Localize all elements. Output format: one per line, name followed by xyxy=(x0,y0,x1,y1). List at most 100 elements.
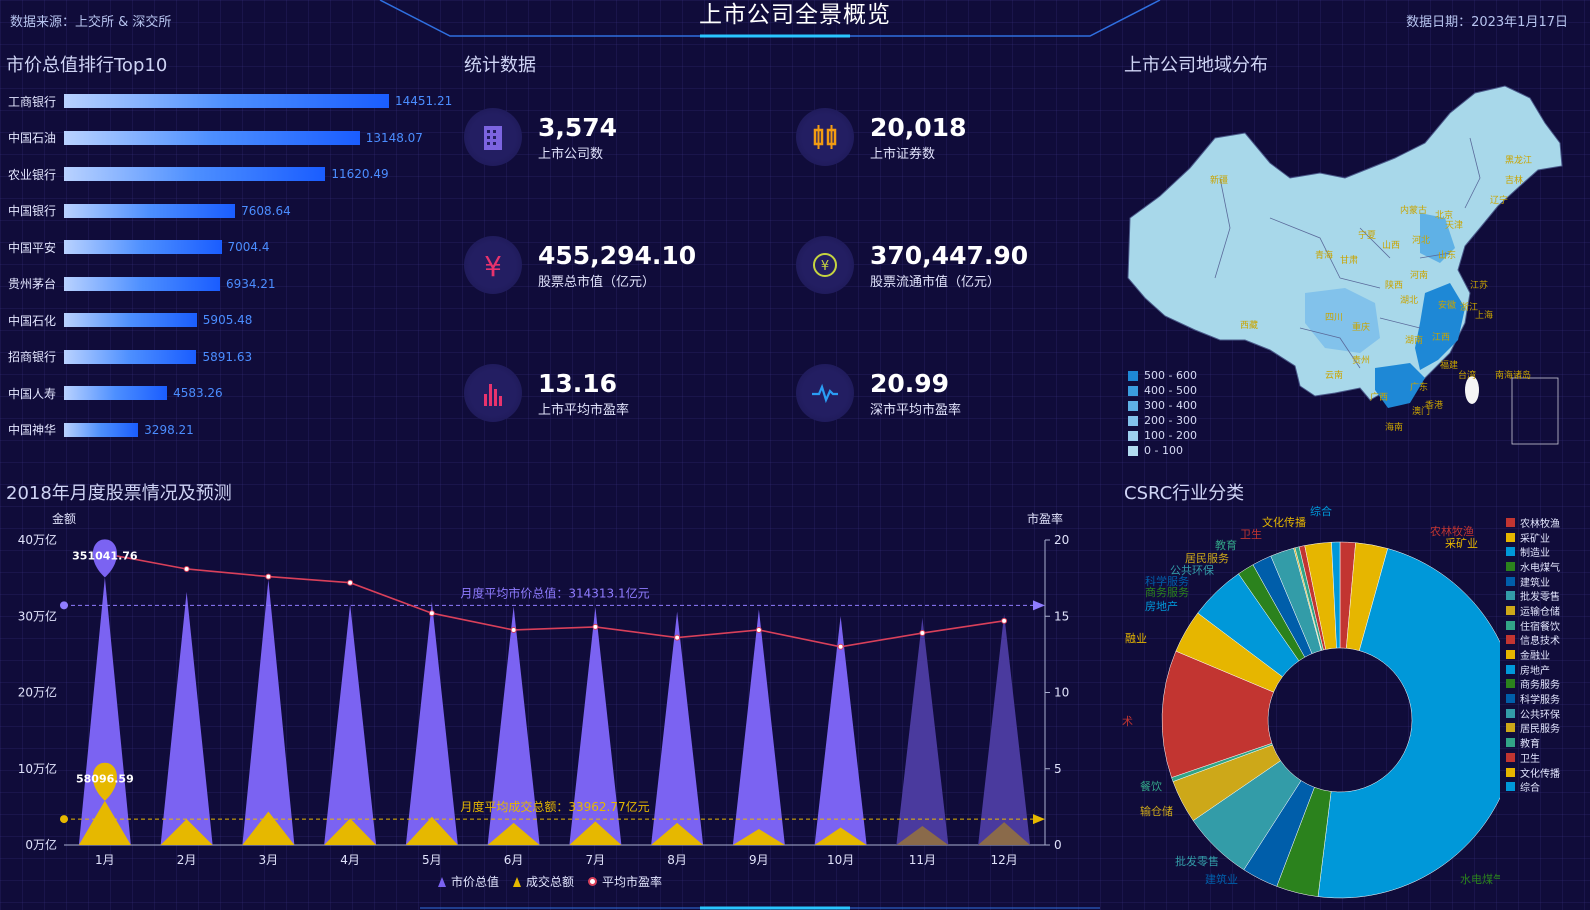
building-icon xyxy=(464,108,522,166)
pie-outer-label: 卫生 xyxy=(1240,527,1262,541)
ranking-row[interactable]: 招商银行 5891.63 xyxy=(8,347,252,367)
x-tick-label: 11月 xyxy=(909,853,936,867)
industry-legend-item[interactable]: 综合 xyxy=(1506,779,1560,794)
map-label: 吉林 xyxy=(1505,174,1523,186)
ranking-row[interactable]: 中国石化 5905.48 xyxy=(8,310,252,330)
y-tick-left: 30万亿 xyxy=(18,608,57,623)
map-label: 贵州 xyxy=(1352,354,1370,366)
industry-legend-item[interactable]: 建筑业 xyxy=(1506,574,1560,589)
legend-item-pe[interactable]: 平均市盈率 xyxy=(588,873,662,890)
avg-volume-start xyxy=(60,815,68,824)
pie-outer-label: 科学服务 xyxy=(1145,574,1189,588)
stats-title: 统计数据 xyxy=(464,55,536,76)
monthly-chart[interactable]: 金额 市盈率 0万亿 10万亿 20万亿 30万亿 40万亿 0 5 10 15 20 1月 2月 3月 4月… xyxy=(0,505,1100,875)
map-legend-item[interactable]: 300 - 400 xyxy=(1128,398,1197,413)
legend-label: 住宿餐饮 xyxy=(1520,621,1560,633)
industry-legend-item[interactable]: 采矿业 xyxy=(1506,530,1560,545)
ranking-bar[interactable] xyxy=(64,313,197,327)
map-label: 上海 xyxy=(1475,309,1493,321)
pie-outer-label: 公共环保 xyxy=(1170,563,1214,577)
ranking-row[interactable]: 中国平安 7004.4 xyxy=(8,237,270,257)
industry-legend-item[interactable]: 房地产 xyxy=(1506,662,1560,677)
ranking-row[interactable]: 农业银行 11620.49 xyxy=(8,164,389,184)
industry-legend-item[interactable]: 农林牧渔 xyxy=(1506,515,1560,530)
map-legend-item[interactable]: 500 - 600 xyxy=(1128,368,1197,383)
pie-slice[interactable] xyxy=(1317,548,1500,899)
map-label: 四川 xyxy=(1325,313,1343,323)
industry-title: CSRC行业分类 xyxy=(1124,483,1245,504)
legend-item-value[interactable]: 市价总值 xyxy=(438,873,499,890)
industry-legend-item[interactable]: 居民服务 xyxy=(1506,721,1560,735)
industry-legend-item[interactable]: 卫生 xyxy=(1506,750,1560,765)
map-legend-item[interactable]: 400 - 500 xyxy=(1128,383,1197,398)
map-label: 云南 xyxy=(1325,369,1343,381)
industry-legend-item[interactable]: 制造业 xyxy=(1506,544,1560,559)
volume-bar xyxy=(651,822,704,845)
avg-volume-label: 月度平均成交总额：33962.77亿元 xyxy=(460,799,649,814)
value-bar xyxy=(978,613,1031,845)
map-label: 台湾 xyxy=(1458,369,1476,381)
pie-slice[interactable] xyxy=(1331,541,1341,649)
pie-slice[interactable] xyxy=(1161,650,1274,778)
ranking-row[interactable]: 中国石油 13148.07 xyxy=(8,128,423,148)
pe-point xyxy=(674,634,681,641)
industry-legend-item[interactable]: 金融业 xyxy=(1506,647,1560,662)
legend-swatch xyxy=(1128,400,1138,411)
ranking-name: 农业银行 xyxy=(8,167,57,182)
industry-legend-item[interactable]: 公共环保 xyxy=(1506,706,1560,721)
industry-legend-item[interactable]: 运输仓储 xyxy=(1506,603,1560,618)
map-legend-item[interactable]: 0 - 100 xyxy=(1128,443,1197,458)
ranking-name: 中国人寿 xyxy=(8,386,57,401)
ranking-row[interactable]: 贵州茅台 6934.21 xyxy=(8,274,276,294)
x-tick-label: 5月 xyxy=(422,853,442,867)
industry-legend-item[interactable]: 批发零售 xyxy=(1506,588,1560,603)
map-legend-item[interactable]: 100 - 200 xyxy=(1128,428,1197,443)
ranking-bar[interactable] xyxy=(64,94,389,108)
industry-legend-item[interactable]: 商务服务 xyxy=(1506,677,1560,691)
industry-legend-item[interactable]: 住宿餐饮 xyxy=(1506,618,1560,633)
ranking-bar[interactable] xyxy=(64,167,326,181)
legend-item-volume[interactable]: 成交总额 xyxy=(513,873,574,890)
legend-swatch xyxy=(1506,738,1515,748)
y-tick-left: 20万亿 xyxy=(18,685,57,700)
industry-legend-item[interactable]: 信息技术 xyxy=(1506,633,1560,647)
ranking-bar[interactable] xyxy=(64,130,360,145)
ranking-bar[interactable] xyxy=(64,276,220,291)
legend-swatch xyxy=(1128,370,1138,381)
ranking-bar[interactable] xyxy=(64,422,139,437)
industry-legend-item[interactable]: 教育 xyxy=(1506,735,1560,750)
map-label: 澳门 xyxy=(1412,405,1430,417)
svg-text:¥: ¥ xyxy=(821,259,829,274)
max-value-label: 351041.76 xyxy=(72,549,138,562)
map-label: 安徽 xyxy=(1438,299,1456,311)
ranking-row[interactable]: 中国神华 3298.21 xyxy=(8,420,194,440)
x-tick-label: 2月 xyxy=(177,853,197,867)
ranking-bar[interactable] xyxy=(64,386,168,400)
legend-swatch xyxy=(1506,591,1515,601)
y-tick-left: 40万亿 xyxy=(18,532,57,547)
ranking-name: 中国神华 xyxy=(8,423,57,437)
ranking-bar[interactable] xyxy=(64,349,197,364)
volume-bar xyxy=(405,816,458,845)
map-legend-item[interactable]: 200 - 300 xyxy=(1128,413,1197,428)
industry-legend-item[interactable]: 水电煤气 xyxy=(1506,559,1560,574)
ranking-row[interactable]: 工商银行 14451.21 xyxy=(8,91,452,111)
ranking-row[interactable]: 中国银行 7608.64 xyxy=(8,201,291,221)
pie-outer-label: 采矿业 xyxy=(1445,537,1478,550)
stat-label: 上市平均市盈率 xyxy=(538,402,630,418)
industry-legend-item[interactable]: 文化传播 xyxy=(1506,765,1560,780)
ranking-row[interactable]: 中国人寿 4583.26 xyxy=(8,383,223,403)
ranking-bar[interactable] xyxy=(64,240,222,254)
south-sea-inset xyxy=(1511,377,1559,445)
ranking-bar[interactable] xyxy=(64,203,236,218)
ranking-value: 7608.64 xyxy=(241,203,291,218)
region-dark-east xyxy=(1415,283,1465,370)
legend-label: 运输仓储 xyxy=(1520,606,1560,618)
map-label: 辽宁 xyxy=(1490,194,1508,206)
pe-point xyxy=(592,623,599,630)
data-date-label: 数据日期：2023年1月17日 xyxy=(1406,15,1568,30)
industry-legend-item[interactable]: 科学服务 xyxy=(1506,691,1560,706)
map-label: 宁夏 xyxy=(1358,229,1376,241)
